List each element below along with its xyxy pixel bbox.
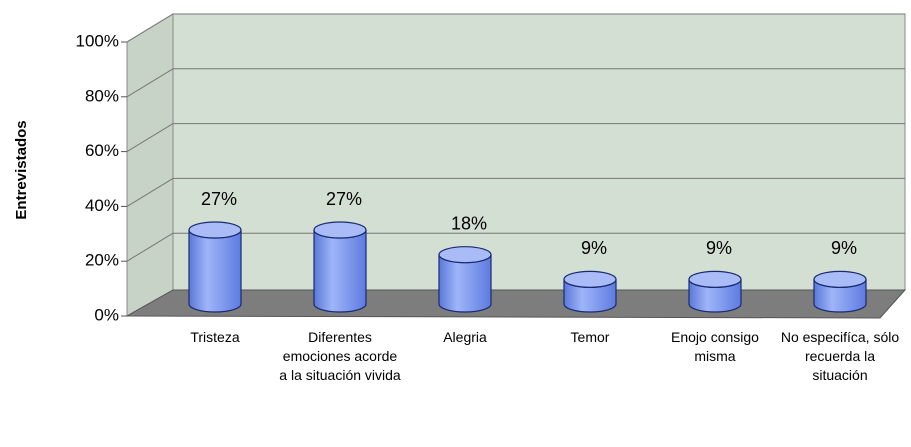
grid-line bbox=[126, 123, 174, 153]
x-tick-label: Tristeza bbox=[190, 329, 240, 345]
y-tick-label: 60% bbox=[85, 141, 119, 160]
x-tick-label: Alegria bbox=[443, 329, 487, 345]
value-label: 9% bbox=[706, 238, 732, 258]
value-label: 27% bbox=[326, 189, 362, 209]
grid-line bbox=[126, 68, 174, 98]
grid-line bbox=[126, 13, 174, 43]
y-tick-label: 20% bbox=[85, 251, 119, 270]
grid-line bbox=[126, 177, 174, 207]
bar-top bbox=[438, 246, 492, 264]
side-wall bbox=[126, 13, 174, 317]
bar-top bbox=[313, 221, 367, 239]
y-tick-label: 0% bbox=[94, 305, 119, 324]
bar-top bbox=[188, 221, 242, 239]
value-label: 18% bbox=[451, 213, 487, 233]
y-tick-label: 100% bbox=[76, 31, 119, 50]
value-label: 27% bbox=[201, 189, 237, 209]
bar-top bbox=[688, 270, 742, 288]
bar-top bbox=[813, 270, 867, 288]
value-label: 9% bbox=[581, 238, 607, 258]
x-tick-label: Enojo consigo misma bbox=[671, 329, 759, 364]
value-label: 9% bbox=[831, 238, 857, 258]
bar bbox=[188, 229, 242, 313]
grid-line bbox=[126, 232, 174, 262]
y-tick-label: 40% bbox=[85, 196, 119, 215]
x-tick-label: Diferentes emociones acorde a la situaci… bbox=[279, 329, 401, 383]
y-axis-label: Entrevistados bbox=[13, 120, 30, 219]
x-tick-label: Temor bbox=[570, 329, 610, 345]
floor bbox=[125, 289, 907, 319]
y-tick-label: 80% bbox=[85, 86, 119, 105]
x-tick-label: No especifíca, sólo recuerda la situació… bbox=[780, 329, 900, 383]
bar-top bbox=[563, 270, 617, 288]
back-wall bbox=[172, 13, 906, 291]
bar bbox=[313, 229, 367, 313]
